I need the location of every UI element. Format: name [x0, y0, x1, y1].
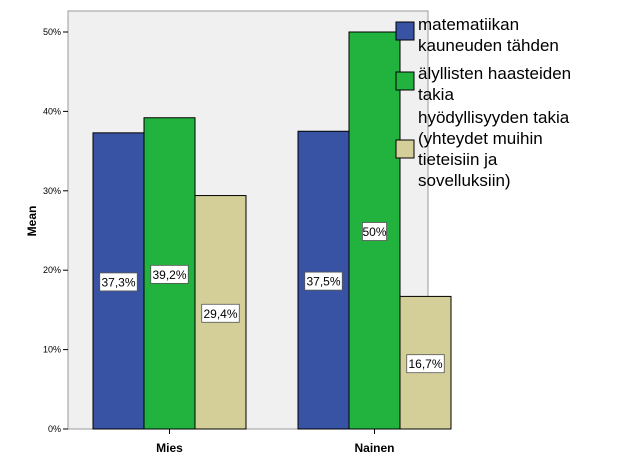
y-tick-label: 10% — [43, 345, 61, 355]
data-label: 50% — [362, 225, 386, 239]
legend-swatch — [395, 71, 415, 91]
x-tick-label: Mies — [156, 441, 183, 455]
data-label: 39,2% — [152, 268, 186, 282]
legend-swatch — [395, 21, 415, 41]
y-tick-label: 50% — [43, 27, 61, 37]
x-axis: Mies Nainen — [156, 429, 395, 455]
legend: matematiikan kauneuden tähden älyllisten h… — [395, 15, 571, 190]
legend-swatch — [395, 139, 415, 159]
y-tick-label: 0% — [48, 424, 61, 434]
data-label-box — [406, 354, 445, 374]
data-label-box — [99, 272, 138, 292]
y-axis: 0% 10% 20% 30% 40% 50% — [43, 27, 68, 434]
legend-label: hyödyllisyyden takia (yhteydet muihin tiet… — [418, 108, 570, 190]
legend-label: älyllisten haasteiden takia — [418, 64, 571, 104]
y-tick-label: 40% — [43, 106, 61, 116]
data-label: 37,5% — [306, 275, 340, 289]
data-label: 16,7% — [408, 357, 442, 371]
x-tick-label: Nainen — [354, 441, 394, 455]
data-label-box — [201, 303, 240, 323]
data-label: 29,4% — [203, 307, 237, 321]
legend-label: matematiikan kauneuden tähden — [418, 15, 559, 55]
y-tick-label: 30% — [43, 186, 61, 196]
y-tick-label: 20% — [43, 265, 61, 275]
data-label: 37,3% — [101, 275, 135, 289]
y-axis-title: Mean — [25, 206, 39, 237]
data-label-box — [150, 264, 189, 284]
data-label-box — [304, 271, 343, 291]
bars: 37,3% 39,2% 29,4% 37,5% 50% 16,7% — [92, 31, 452, 430]
data-label-box — [362, 222, 387, 241]
